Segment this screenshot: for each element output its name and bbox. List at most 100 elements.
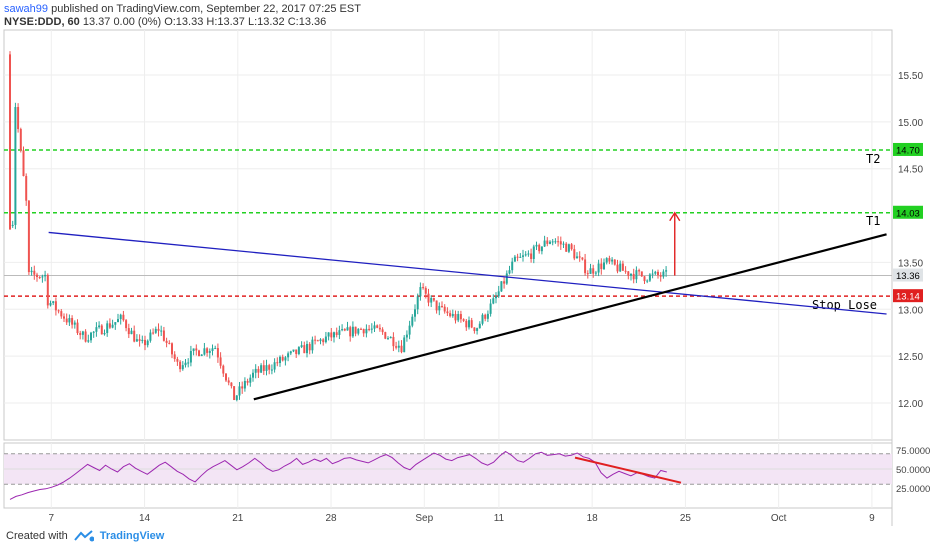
- candle-body: [249, 377, 252, 383]
- candle-body: [238, 386, 241, 396]
- candle-body: [265, 365, 268, 371]
- candle-body: [160, 330, 163, 332]
- tradingview-logo-icon: [74, 530, 94, 542]
- candle-body: [173, 354, 176, 359]
- candle-body: [416, 296, 419, 310]
- candle-body: [546, 240, 549, 244]
- candle-body: [500, 281, 503, 292]
- candle-body: [260, 365, 263, 373]
- trendline-black: [253, 233, 887, 401]
- rsi-tick-label: 75.0000: [896, 446, 930, 457]
- candle-body: [235, 395, 238, 401]
- candle-body: [114, 322, 117, 325]
- candle-body: [200, 354, 203, 357]
- candle-body: [303, 345, 306, 354]
- rsi-tick-label: 25.0000: [896, 484, 930, 495]
- y-tick-label: 12.00: [898, 399, 923, 410]
- footer: Created with TradingView: [6, 530, 164, 542]
- candle-body: [287, 353, 290, 358]
- candle-body: [243, 380, 246, 389]
- candle-body: [195, 348, 198, 351]
- candle-body: [368, 328, 371, 330]
- candle-body: [300, 345, 303, 348]
- candle-body: [373, 325, 376, 329]
- candle-body: [594, 272, 597, 274]
- candle-body: [646, 280, 649, 282]
- symbol-label: NYSE:DDD, 60: [4, 16, 80, 28]
- candle-body: [549, 241, 551, 244]
- rsi-trendline-red: [574, 456, 682, 484]
- candle-body: [648, 274, 651, 281]
- x-tick-label: Oct: [771, 513, 787, 524]
- candle-body: [95, 327, 98, 332]
- candle-body: [616, 264, 619, 272]
- candle-body: [567, 244, 570, 252]
- candle-body: [657, 271, 659, 276]
- candle-body: [505, 273, 508, 284]
- chart-header-publisher: sawah99 published on TradingView.com, Se…: [4, 3, 361, 15]
- candle-body: [351, 326, 354, 337]
- candle-body: [25, 176, 28, 201]
- candle-body: [543, 240, 546, 247]
- candle-body: [565, 243, 568, 252]
- candle-body: [330, 332, 333, 338]
- candle-body: [125, 320, 128, 329]
- candle-body: [465, 320, 468, 328]
- tradingview-brand[interactable]: TradingView: [99, 530, 165, 542]
- candle-body: [17, 107, 20, 130]
- candle-body: [611, 259, 614, 262]
- candle-body: [297, 347, 300, 355]
- candle-body: [624, 270, 627, 272]
- candle-body: [187, 362, 190, 364]
- candle-body: [516, 256, 519, 258]
- candle-body: [108, 323, 111, 328]
- candle-body: [619, 263, 622, 272]
- candle-body: [511, 261, 514, 271]
- candle-body: [370, 328, 373, 330]
- author-link[interactable]: sawah99: [4, 3, 49, 15]
- level-price-badge: [893, 142, 923, 156]
- candle-body: [532, 246, 535, 259]
- candle-body: [227, 380, 230, 383]
- candle-body: [36, 274, 38, 277]
- candle-body: [171, 343, 173, 355]
- candle-body: [168, 342, 171, 344]
- rsi-line: [9, 450, 667, 500]
- candle-body: [246, 380, 249, 383]
- candle-body: [319, 339, 322, 341]
- candle-body: [570, 244, 573, 250]
- candle-body: [524, 254, 527, 256]
- candle-body: [640, 271, 643, 277]
- candle-body: [519, 256, 522, 258]
- candle-body: [98, 325, 101, 328]
- chart-header-symbol: NYSE:DDD, 60 13.37 0.00 (0%) O:13.33 H:1…: [4, 16, 326, 28]
- level-name-label: T1: [866, 214, 880, 228]
- candle-body: [14, 107, 17, 225]
- candle-body: [333, 332, 335, 338]
- candle-body: [135, 339, 138, 342]
- x-tick-label: 11: [494, 513, 505, 524]
- candle-body: [222, 365, 225, 374]
- candle-body: [481, 314, 484, 324]
- candle-body: [192, 348, 195, 352]
- candle-body: [90, 332, 92, 341]
- candle-body: [281, 356, 284, 361]
- candle-body: [659, 275, 662, 277]
- candle-body: [73, 322, 76, 325]
- candle-body: [540, 246, 543, 252]
- candle-body: [308, 343, 311, 351]
- candle-body: [343, 329, 346, 331]
- level-price-badge: [893, 289, 923, 303]
- candle-body: [365, 328, 368, 334]
- candle-body: [181, 365, 184, 370]
- candle-body: [279, 356, 281, 364]
- candle-body: [79, 333, 82, 335]
- candle-body: [311, 339, 314, 351]
- y-tick-label: 13.00: [898, 305, 923, 316]
- candle-body: [638, 270, 641, 272]
- ohlc-readout: 13.37 0.00 (0%) O:13.33 H:13.37 L:13.32 …: [82, 16, 327, 28]
- candle-body: [527, 253, 530, 255]
- x-tick-label: 14: [139, 513, 151, 524]
- candle-body: [276, 362, 279, 364]
